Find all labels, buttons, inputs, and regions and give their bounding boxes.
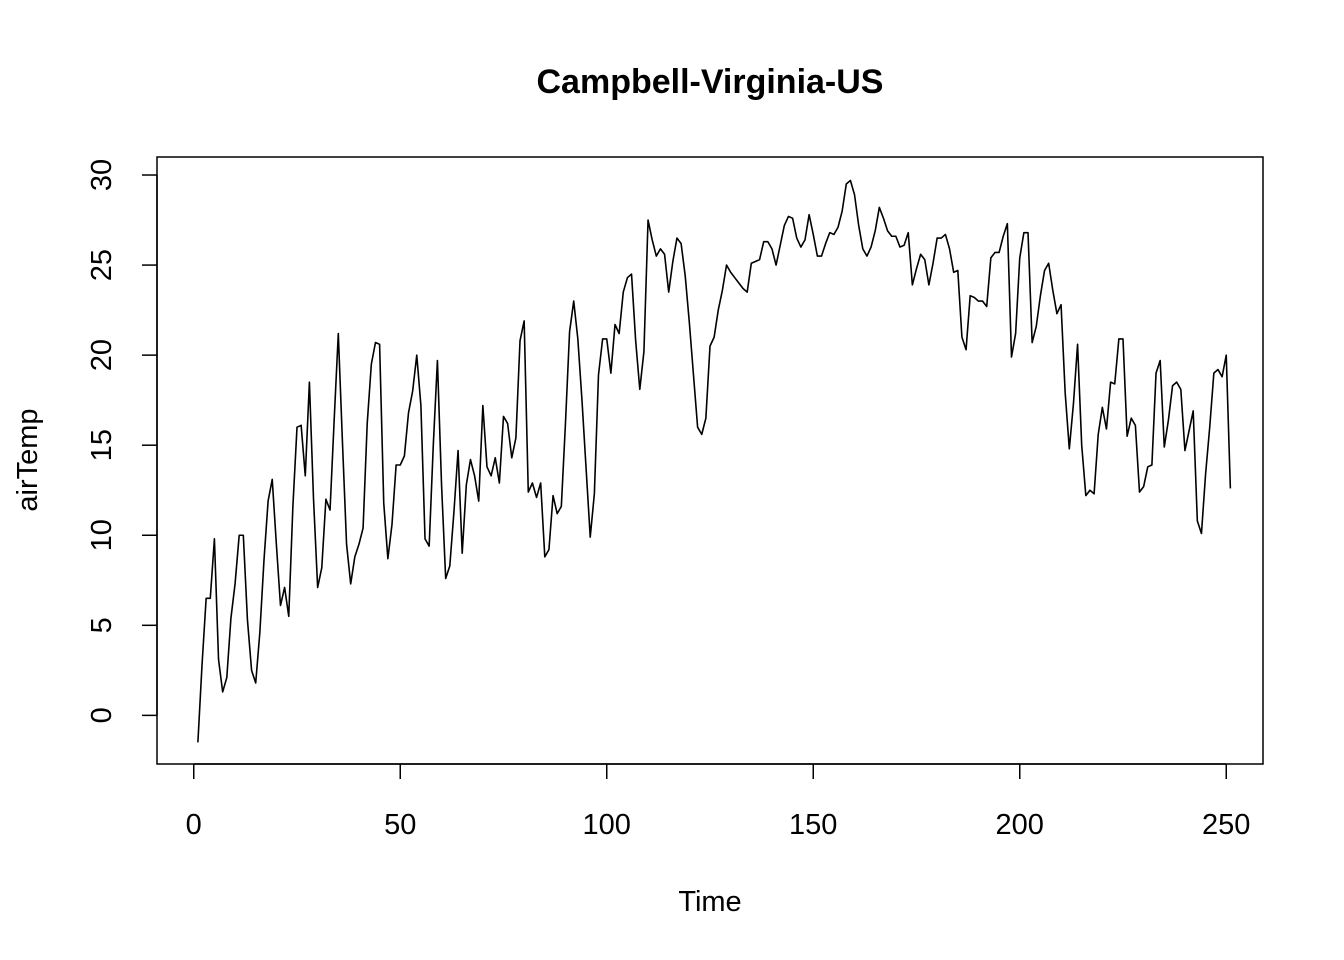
y-tick-label: 25 <box>86 249 118 281</box>
x-axis-label: Time <box>678 886 741 918</box>
y-axis-label: airTemp <box>12 408 44 511</box>
y-tick-label: 30 <box>86 159 118 191</box>
y-tick-label: 20 <box>86 339 118 371</box>
y-tick-label: 10 <box>86 519 118 551</box>
x-tick-label: 200 <box>996 809 1044 841</box>
x-axis: 0 50 100 150 200 250 <box>186 763 1250 841</box>
y-axis: 0 5 10 15 20 25 30 <box>86 159 158 723</box>
series-line-airtemp <box>197 179 1232 743</box>
y-tick-label: 5 <box>86 617 118 633</box>
y-tick-label: 15 <box>86 429 118 461</box>
x-tick-label: 150 <box>789 809 837 841</box>
x-tick-label: 50 <box>384 809 416 841</box>
x-tick-label: 100 <box>583 809 631 841</box>
chart-title: Campbell-Virginia-US <box>537 63 884 101</box>
y-tick-label: 0 <box>86 707 118 723</box>
x-tick-label: 0 <box>186 809 202 841</box>
x-tick-label: 250 <box>1202 809 1250 841</box>
